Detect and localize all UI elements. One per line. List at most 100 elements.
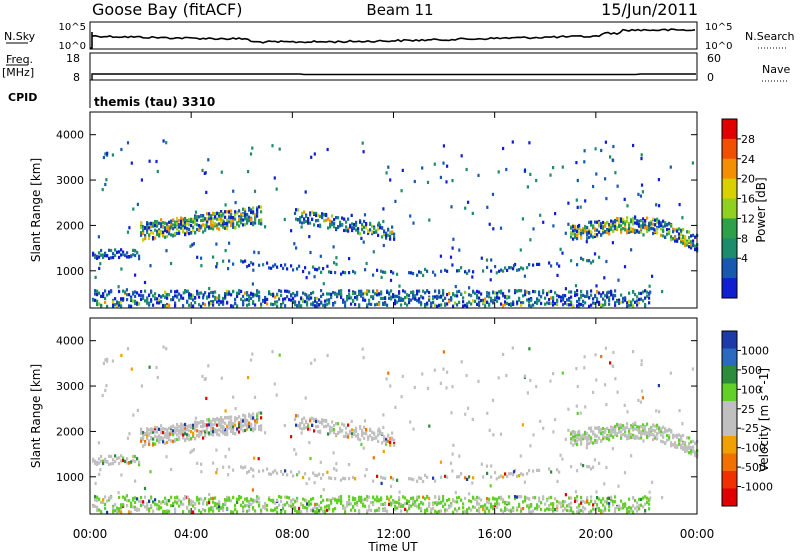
power-cell — [353, 223, 356, 227]
velocity-cell — [363, 419, 367, 423]
velocity-cell — [389, 443, 392, 447]
velocity-cell — [678, 442, 681, 446]
power-cell — [420, 303, 423, 307]
power-cell — [611, 241, 614, 245]
power-cell — [574, 226, 577, 230]
power-cell — [476, 296, 479, 300]
velocity-cell — [630, 454, 633, 458]
velocity-cell — [270, 508, 273, 512]
velocity-cell — [684, 445, 687, 449]
velocity-cell — [498, 496, 501, 500]
velocity-cell — [596, 506, 599, 510]
velocity-cell — [574, 496, 577, 501]
velocity-cell — [529, 378, 532, 382]
velocity-cell — [396, 500, 399, 504]
velocity-cell — [552, 430, 555, 434]
power-cell — [536, 262, 539, 266]
velocity-cell — [306, 506, 309, 510]
velocity-cell — [156, 375, 159, 380]
velocity-cell — [200, 510, 203, 514]
velocity-cell — [414, 500, 417, 504]
velocity-cell — [319, 429, 322, 433]
power-cell — [682, 241, 685, 245]
power-cell — [319, 214, 322, 218]
power-cell — [118, 289, 121, 294]
power-cell — [630, 226, 633, 231]
power-cell — [214, 222, 217, 226]
velocity-cell — [124, 496, 127, 500]
velocity-cell — [648, 507, 651, 511]
velocity-cell — [105, 359, 109, 363]
velocity-cell — [391, 431, 394, 435]
velocity-cell — [478, 502, 481, 506]
velocity-cell — [428, 504, 431, 508]
velocity-cell — [148, 507, 151, 511]
velocity-cell — [604, 428, 607, 432]
power-cell — [605, 197, 608, 201]
power-cell — [488, 291, 491, 295]
power-cell — [339, 220, 342, 224]
velocity-cell — [532, 509, 535, 513]
velocity-cell — [266, 467, 269, 471]
velocity-cell — [661, 496, 664, 500]
power-cell — [253, 250, 256, 254]
power-cell — [370, 295, 373, 299]
power-cell — [180, 296, 183, 300]
power-cell — [620, 228, 623, 232]
power-cell — [640, 157, 643, 161]
velocity-cell — [240, 465, 243, 469]
power-cell — [542, 291, 545, 295]
velocity-cell — [572, 510, 575, 514]
colorbar-tick-label: -500 — [741, 461, 766, 474]
velocity-cell — [166, 436, 169, 440]
velocity-cell — [375, 435, 378, 439]
power-cell — [652, 217, 655, 221]
power-cell — [612, 229, 615, 233]
power-cell — [189, 244, 192, 248]
power-cell — [672, 230, 675, 234]
power-cell — [303, 210, 306, 214]
power-cell — [254, 303, 257, 307]
velocity-cell — [224, 409, 227, 413]
power-cell — [454, 294, 457, 298]
velocity-cell — [548, 507, 551, 511]
velocity-cell — [188, 498, 191, 502]
velocity-cell — [156, 435, 159, 439]
velocity-cell — [616, 433, 619, 437]
velocity-cell — [652, 433, 655, 437]
power-cell — [640, 227, 643, 231]
power-cell — [142, 294, 145, 298]
velocity-cell — [156, 426, 159, 430]
velocity-cell — [464, 496, 467, 500]
velocity-cell — [608, 508, 611, 512]
velocity-cell — [640, 503, 643, 507]
velocity-cell — [644, 429, 647, 433]
power-cell — [650, 226, 653, 231]
power-cell — [618, 220, 621, 225]
velocity-cell — [178, 435, 181, 439]
velocity-cell — [620, 499, 623, 503]
power-cell — [588, 228, 591, 232]
power-cell — [393, 236, 396, 240]
power-cell — [398, 290, 401, 294]
velocity-cell — [576, 505, 579, 510]
power-cell — [504, 300, 507, 304]
power-cell — [352, 269, 355, 274]
power-cell — [284, 304, 287, 308]
velocity-cell — [684, 448, 687, 452]
power-cell — [408, 271, 411, 275]
power-cell — [354, 295, 357, 300]
power-cell — [294, 294, 297, 298]
power-cell — [194, 210, 198, 214]
power-cell — [649, 290, 652, 294]
velocity-cell — [96, 462, 99, 466]
velocity-cell — [482, 475, 485, 479]
velocity-cell — [268, 472, 271, 476]
velocity-cell — [300, 503, 303, 507]
velocity-cell — [286, 473, 289, 477]
velocity-cell — [194, 421, 197, 425]
velocity-cell — [476, 508, 479, 512]
velocity-cell — [380, 502, 383, 507]
velocity-cell — [335, 462, 338, 466]
power-cell — [440, 303, 443, 307]
